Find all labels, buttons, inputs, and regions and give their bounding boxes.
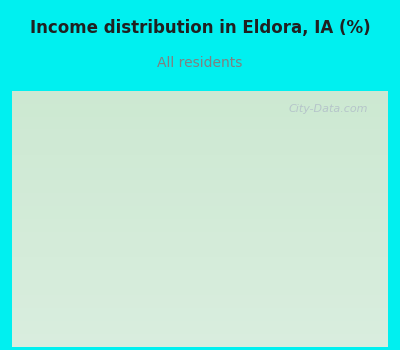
Text: $40k: $40k [53, 148, 234, 158]
Text: $50k: $50k [71, 243, 262, 283]
Text: All residents: All residents [157, 56, 243, 70]
Text: $150k: $150k [174, 281, 321, 301]
Text: $125k: $125k [200, 288, 236, 318]
Wedge shape [200, 141, 220, 217]
Text: $200k: $200k [136, 114, 206, 147]
Wedge shape [127, 141, 200, 217]
Wedge shape [200, 217, 264, 282]
Text: $20k: $20k [116, 267, 246, 304]
Wedge shape [200, 201, 276, 221]
Text: > $200k: > $200k [18, 225, 266, 256]
Text: Income distribution in Eldora, IA (%): Income distribution in Eldora, IA (%) [30, 19, 370, 37]
Text: $75k: $75k [145, 257, 352, 271]
Text: $60k: $60k [37, 211, 267, 222]
Wedge shape [124, 196, 200, 235]
Wedge shape [200, 217, 276, 230]
Wedge shape [200, 217, 275, 258]
Wedge shape [183, 217, 240, 293]
Text: City-Data.com: City-Data.com [288, 104, 368, 113]
Wedge shape [200, 144, 257, 217]
Wedge shape [156, 217, 200, 291]
Text: $30k: $30k [39, 176, 260, 186]
Text: $100k: $100k [161, 162, 366, 184]
Text: $10k: $10k [133, 216, 363, 231]
Wedge shape [126, 217, 200, 279]
Wedge shape [200, 166, 274, 217]
